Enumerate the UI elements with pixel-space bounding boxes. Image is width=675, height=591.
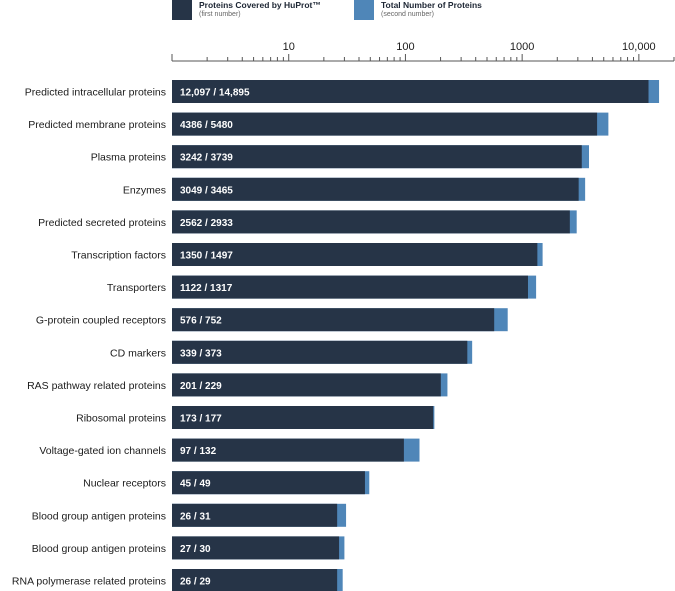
bar-value-label: 3049 / 3465 [180, 185, 233, 196]
category-label: G-protein coupled receptors [36, 315, 166, 327]
category-label: Predicted secreted proteins [38, 217, 166, 229]
bar-covered [172, 177, 579, 201]
legend-covered-swatch [172, 0, 192, 20]
bar-value-label: 26 / 29 [180, 577, 211, 588]
bar-value-label: 3242 / 3739 [180, 153, 233, 164]
bar-covered [172, 373, 441, 397]
legend-covered-label: Proteins Covered by HuProt™ [199, 0, 321, 10]
bar-value-label: 97 / 132 [180, 446, 217, 457]
bar-value-label: 173 / 177 [180, 414, 222, 425]
bar-covered [172, 536, 340, 560]
bar-covered [172, 340, 468, 364]
bar-covered [172, 569, 338, 591]
legend-total-sublabel: (second number) [381, 11, 434, 18]
category-label: Transcription factors [71, 250, 166, 262]
category-label: Predicted intracellular proteins [25, 87, 166, 99]
x-tick-label: 100 [396, 41, 414, 53]
bar-value-label: 576 / 752 [180, 316, 222, 327]
bar-covered [172, 145, 582, 169]
bar-covered [172, 210, 570, 234]
category-label: Plasma proteins [91, 152, 166, 164]
category-label: Nuclear receptors [83, 478, 166, 490]
legend-total: Total Number of Proteins (second number) [354, 0, 482, 24]
bar-covered [172, 80, 649, 103]
bar-value-label: 12,097 / 14,895 [180, 88, 250, 99]
legend-covered: Proteins Covered by HuProt™ (first numbe… [172, 0, 321, 24]
bar-covered [172, 406, 434, 429]
legend-total-label: Total Number of Proteins [381, 0, 482, 10]
bar-covered [172, 438, 404, 462]
bar-covered [172, 471, 365, 495]
category-label: Enzymes [123, 184, 166, 196]
category-label: Blood group antigen proteins [32, 543, 166, 555]
bar-value-label: 339 / 373 [180, 348, 222, 359]
category-label: Blood group antigen proteins [32, 510, 166, 522]
x-tick-label: 10,000 [622, 41, 656, 53]
category-label: Predicted membrane proteins [28, 119, 166, 131]
bar-covered [172, 112, 598, 136]
x-tick-label: 10 [283, 41, 295, 53]
x-tick-label: 1000 [510, 41, 534, 53]
bar-value-label: 45 / 49 [180, 479, 211, 490]
category-label: CD markers [110, 347, 166, 359]
bar-covered [172, 308, 495, 332]
bar-value-label: 27 / 30 [180, 544, 211, 555]
category-label: Voltage-gated ion channels [39, 445, 166, 457]
bar-value-label: 2562 / 2933 [180, 218, 233, 229]
bar-value-label: 201 / 229 [180, 381, 222, 392]
legend-total-swatch [354, 0, 374, 20]
bar-covered [172, 243, 538, 266]
bar-value-label: 1350 / 1497 [180, 251, 233, 262]
bar-value-label: 4386 / 5480 [180, 120, 233, 131]
category-label: RNA polymerase related proteins [12, 576, 166, 588]
category-label: Ribosomal proteins [76, 413, 166, 425]
bar-covered [172, 275, 528, 299]
category-label: RAS pathway related proteins [27, 380, 166, 392]
bar-covered [172, 503, 338, 527]
bar-value-label: 26 / 31 [180, 511, 211, 522]
bar-value-label: 1122 / 1317 [180, 283, 233, 294]
category-label: Transporters [107, 282, 166, 294]
legend-covered-sublabel: (first number) [199, 11, 241, 18]
